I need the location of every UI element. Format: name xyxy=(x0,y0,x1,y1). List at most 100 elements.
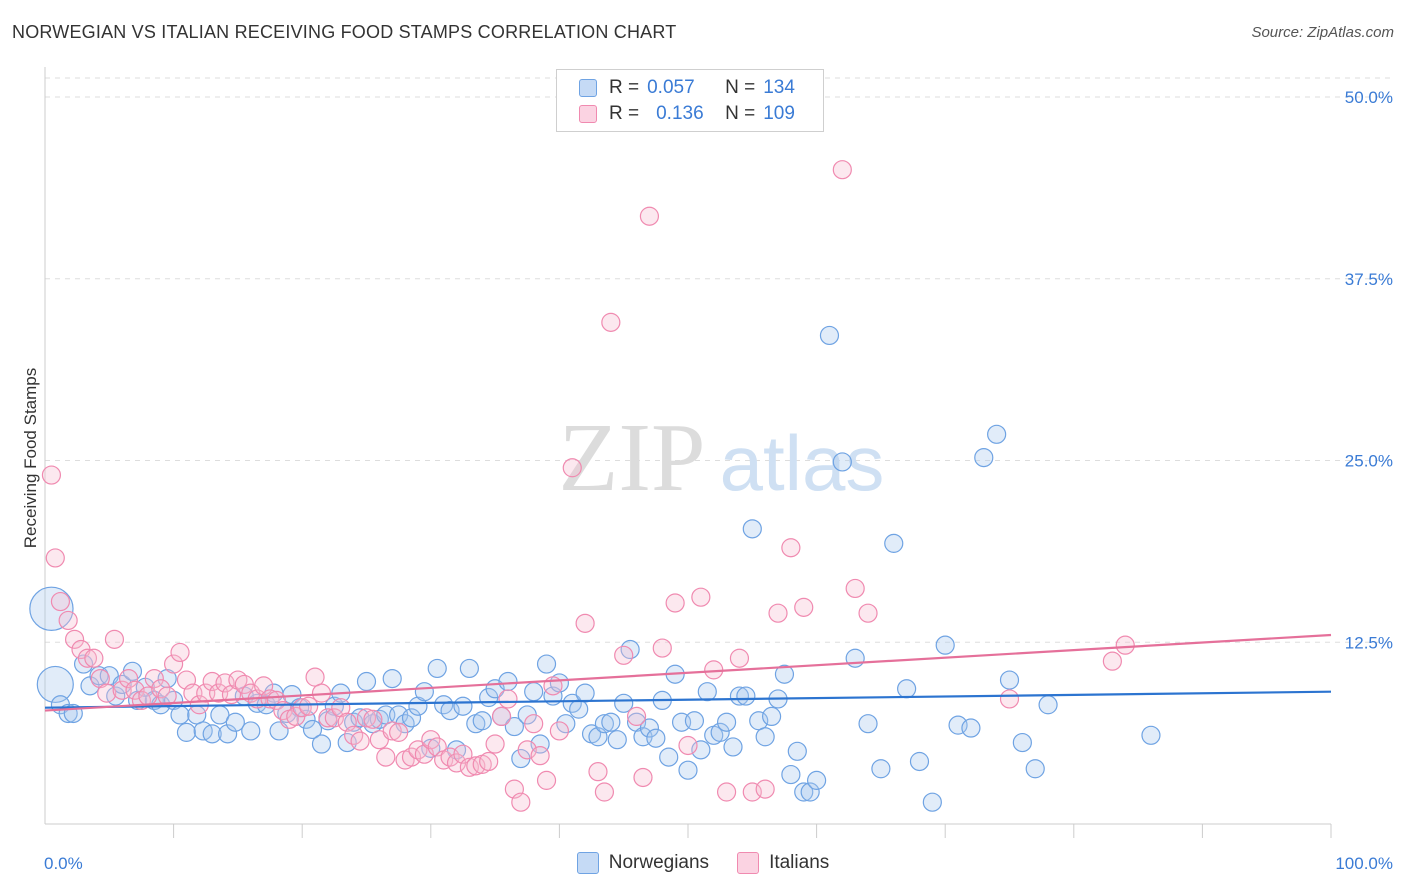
data-point xyxy=(691,587,711,607)
data-point xyxy=(845,578,865,599)
x-ticks xyxy=(173,824,1332,838)
data-point xyxy=(961,718,981,738)
data-point xyxy=(716,782,737,802)
data-point xyxy=(241,721,261,741)
data-point xyxy=(742,519,762,539)
data-point xyxy=(218,724,238,744)
data-point xyxy=(716,712,737,732)
data-point xyxy=(614,645,634,665)
data-point xyxy=(678,760,698,780)
data-point xyxy=(562,458,582,478)
stats-legend: R = 0.057 N = 134 R = 0.136 N = 109 xyxy=(556,69,824,132)
data-point xyxy=(588,762,608,782)
y-tick-label: 25.0% xyxy=(1345,452,1393,471)
data-point xyxy=(678,735,698,756)
data-point xyxy=(871,759,891,779)
data-point xyxy=(691,740,711,760)
data-point xyxy=(684,711,705,731)
data-point xyxy=(84,648,104,668)
watermark: ZIP atlas xyxy=(559,404,885,512)
data-point xyxy=(614,693,634,713)
legend-row-italians: R = 0.136 N = 109 xyxy=(579,102,795,126)
data-point xyxy=(897,679,917,699)
data-point xyxy=(479,751,499,772)
data-point xyxy=(50,591,71,612)
data-point xyxy=(299,696,319,716)
data-point xyxy=(626,706,647,727)
data-point xyxy=(472,711,492,731)
data-point xyxy=(305,667,325,687)
legend-r-value: 0.136 xyxy=(656,103,704,124)
data-point xyxy=(1012,732,1032,753)
data-point xyxy=(164,654,184,674)
data-point xyxy=(1038,695,1058,715)
data-point xyxy=(421,730,441,750)
chart-title: NORWEGIAN VS ITALIAN RECEIVING FOOD STAM… xyxy=(12,22,677,42)
data-point xyxy=(36,665,74,704)
data-point xyxy=(157,686,177,706)
data-point xyxy=(1102,651,1122,671)
data-point xyxy=(97,683,117,703)
data-point xyxy=(999,689,1020,709)
legend-n-value: 109 xyxy=(763,103,795,124)
legend-n-value: 134 xyxy=(763,77,795,98)
data-point xyxy=(414,682,434,702)
legend-swatch-blue xyxy=(579,79,597,97)
y-tick-label: 12.5% xyxy=(1345,633,1393,652)
data-point xyxy=(118,668,139,689)
data-point xyxy=(987,424,1007,444)
data-point xyxy=(58,610,78,631)
data-point xyxy=(729,686,750,706)
data-point xyxy=(639,718,660,738)
data-point xyxy=(845,648,865,668)
legend-item-norwegians[interactable]: Norwegians xyxy=(576,852,709,874)
gridlines xyxy=(45,77,1394,643)
data-point xyxy=(536,770,557,790)
data-point xyxy=(556,714,576,734)
trend-line-italians xyxy=(44,633,1332,712)
y-axis-label: Receiving Food Stamps xyxy=(21,368,40,548)
data-point xyxy=(530,746,550,766)
data-point xyxy=(569,699,589,719)
data-point xyxy=(665,593,685,613)
data-point xyxy=(144,668,164,689)
data-point xyxy=(504,716,524,737)
data-point xyxy=(1025,759,1045,779)
data-point xyxy=(389,722,409,742)
data-point xyxy=(1115,635,1135,655)
data-point xyxy=(356,671,377,692)
data-point xyxy=(401,708,422,728)
data-point xyxy=(922,792,942,812)
data-point xyxy=(884,533,904,553)
y-tick-label: 50.0% xyxy=(1345,88,1393,107)
data-point xyxy=(794,782,814,802)
data-point xyxy=(736,686,756,706)
watermark-atlas: atlas xyxy=(720,419,885,507)
data-point xyxy=(170,642,190,663)
data-point xyxy=(524,714,544,734)
data-point xyxy=(498,689,518,709)
data-point xyxy=(601,712,621,732)
data-point xyxy=(176,722,197,742)
data-point xyxy=(45,548,65,568)
data-point xyxy=(974,447,994,468)
data-point xyxy=(485,734,505,754)
data-point xyxy=(1141,725,1161,745)
data-point xyxy=(64,629,85,649)
data-point xyxy=(491,706,512,727)
watermark-zip: ZIP xyxy=(559,404,706,512)
data-point xyxy=(594,714,615,734)
legend-swatch-italians xyxy=(737,852,760,874)
data-point xyxy=(382,668,402,689)
data-point xyxy=(225,712,245,732)
data-point xyxy=(170,705,190,725)
legend-item-italians[interactable]: Italians xyxy=(737,852,829,874)
data-point xyxy=(755,779,775,799)
y-tick-labels: 12.5% 25.0% 37.5% 50.0% xyxy=(1345,88,1393,652)
data-point xyxy=(292,698,312,718)
data-point xyxy=(302,719,323,740)
data-point xyxy=(607,730,627,750)
data-point xyxy=(575,683,595,703)
source-label: Source: ZipAtlas.com xyxy=(1251,24,1394,41)
data-point xyxy=(659,747,679,767)
